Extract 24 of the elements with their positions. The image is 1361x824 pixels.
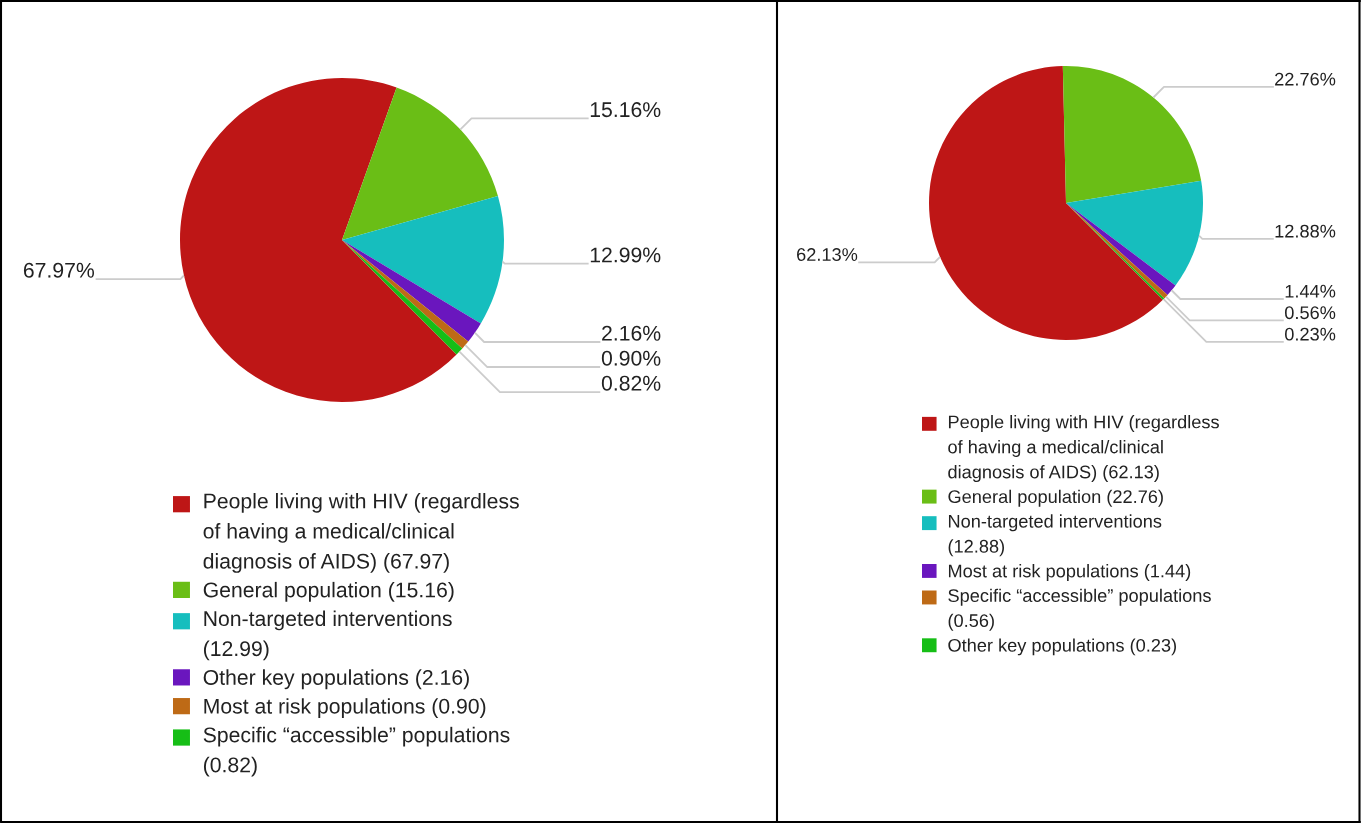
data-label: 12.99% [590, 247, 661, 263]
data-label: 2.16% [602, 325, 661, 341]
data-label: 67.97% [23, 262, 95, 278]
legend-label: Most at risk populations (1.44) [948, 564, 1191, 582]
legend-label: Specific “accessible” populations (0.56) [948, 588, 1211, 631]
data-label: 0.23% [1285, 327, 1336, 341]
data-label: 0.56% [1285, 306, 1336, 320]
data-label: 15.16% [590, 102, 661, 118]
legend-label: People living with HIV (regardless of having a medical/clinical diagnosis of AIDS) (62.13) [948, 415, 1219, 482]
legend-label: General population (22.76) [948, 489, 1163, 507]
data-label: 62.13% [797, 248, 858, 261]
data-label: 12.88% [1275, 224, 1336, 238]
legend-label: General population (15.16) [203, 581, 454, 602]
legend-label: Specific “accessible” populations (0.82) [203, 726, 510, 777]
legend-label: Non-targeted interventions (12.88) [948, 514, 1162, 557]
data-label: 1.44% [1285, 284, 1336, 298]
legend-label: People living with HIV (regardless of having a medical/clinical diagnosis of AIDS) (67.97) [203, 493, 519, 573]
data-label: 0.90% [601, 350, 661, 366]
legend-label: Other key populations (2.16) [203, 669, 469, 690]
data-label: 0.82% [601, 375, 661, 391]
legend-label: Other key populations (0.23) [948, 638, 1176, 656]
data-label: 22.76% [1275, 72, 1336, 86]
legend-label: Most at risk populations (0.90) [204, 698, 486, 718]
legend-label: Non-targeted interventions (12.99) [204, 610, 452, 661]
